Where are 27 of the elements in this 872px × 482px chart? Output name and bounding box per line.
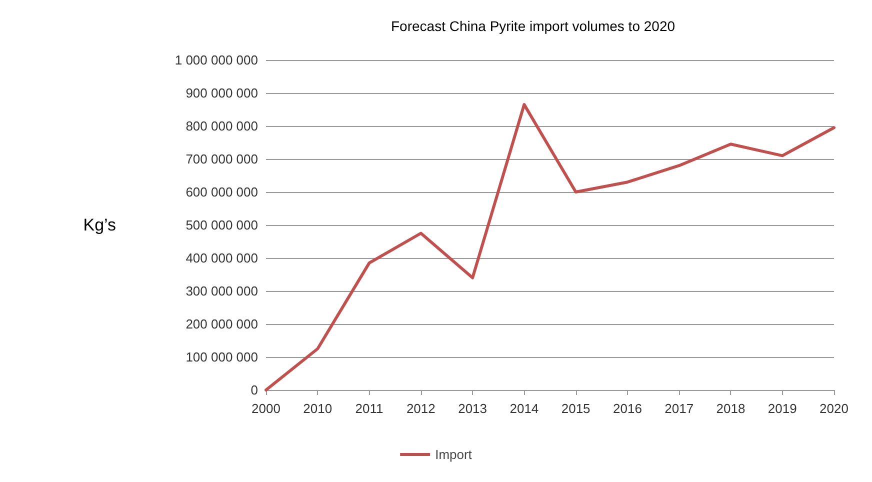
y-tick-label: 1 000 000 000 [174, 52, 258, 68]
x-tick-label: 2016 [612, 401, 642, 416]
x-tick-label: 2000 [252, 401, 280, 416]
chart-title: Forecast China Pyrite import volumes to 2020 [390, 18, 676, 34]
y-tick-label: 500 000 000 [186, 218, 258, 232]
x-tick-label: 2014 [510, 401, 539, 416]
x-tick-label: 2017 [664, 401, 694, 416]
y-axis-title: Kg’s [83, 216, 116, 234]
y-tick-label: 900 000 000 [186, 86, 258, 100]
legend-label: Import [435, 447, 472, 462]
y-tick-label: 200 000 000 [186, 316, 258, 332]
x-tick-label: 2018 [716, 401, 746, 416]
y-tick-label: 600 000 000 [186, 184, 258, 200]
x-tick-label: 2015 [561, 401, 590, 416]
x-tick-label: 2020 [820, 401, 848, 416]
x-tick-label: 2011 [355, 401, 384, 416]
y-tick-label: 400 000 000 [186, 250, 258, 266]
y-tick-label: 800 000 000 [186, 118, 258, 134]
x-tick-label: 2019 [768, 401, 797, 416]
y-tick-label: 700 000 000 [186, 152, 258, 166]
line-series [264, 103, 836, 392]
x-tick-label: 2013 [458, 401, 488, 416]
y-tick-label: 300 000 000 [186, 284, 258, 298]
x-tick-label: 2012 [406, 401, 436, 416]
y-tick-label: 100 000 000 [186, 350, 258, 364]
y-tick-label: 0 [250, 382, 258, 398]
x-tick-label: 2010 [303, 401, 332, 416]
